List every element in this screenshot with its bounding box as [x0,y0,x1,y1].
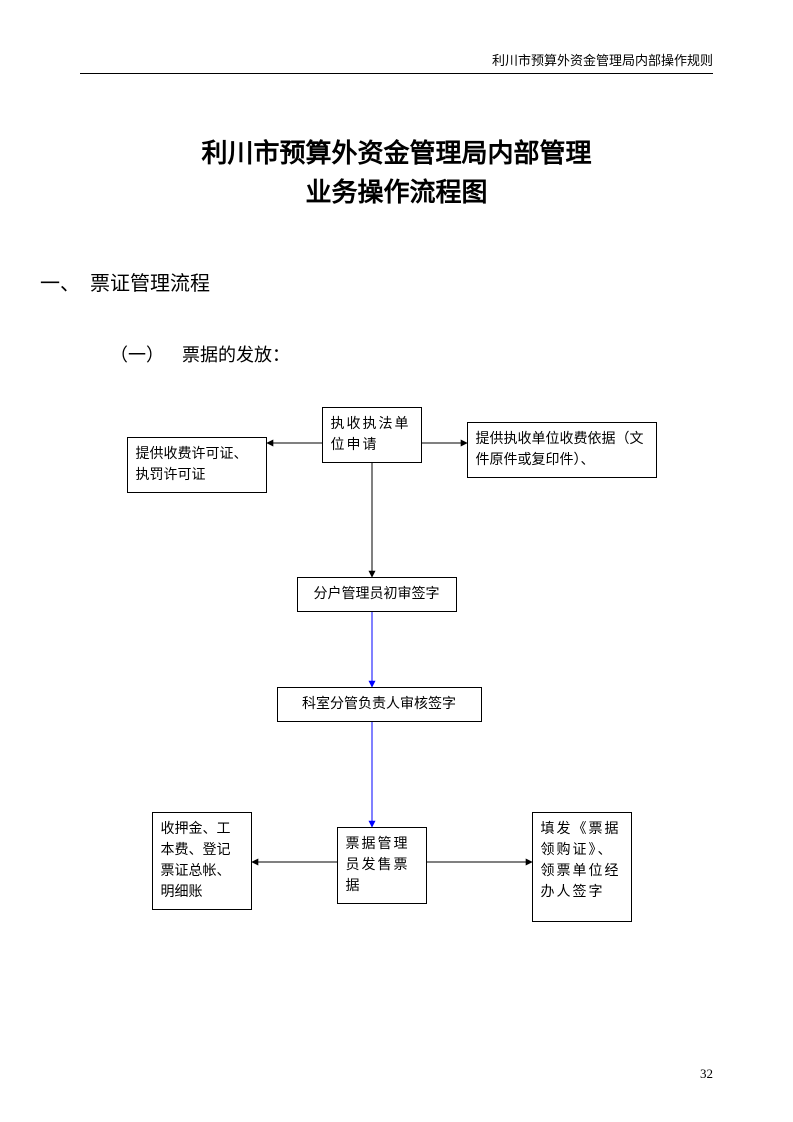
subsection-label: 票据的发放： [182,345,290,365]
flow-node-n5: 科室分管负责人审核签字 [277,687,482,722]
header-doc-title: 利川市预算外资金管理局内部操作规则 [80,50,713,69]
flow-node-n3: 提供执收单位收费依据（文件原件或复印件）、 [467,422,657,478]
main-title: 利川市预算外资金管理局内部管理 业务操作流程图 [80,134,713,212]
flow-node-n8: 填发《票据领购证》、领票单位经办人签字 [532,812,632,922]
flow-node-n6: 票据管理员发售票据 [337,827,427,904]
page: 利川市预算外资金管理局内部操作规则 利川市预算外资金管理局内部管理 业务操作流程… [0,0,793,1122]
subsection-heading: （一） 票据的发放： [110,341,713,367]
title-line-1: 利川市预算外资金管理局内部管理 [80,134,713,173]
flowchart: 执收执法单位申请提供收费许可证、执罚许可证 提供执收单位收费依据（文件原件或复印件… [87,407,707,1007]
title-line-2: 业务操作流程图 [80,173,713,212]
flow-node-n2: 提供收费许可证、执罚许可证 [127,437,267,493]
section-heading: 一、 票证管理流程 [40,267,713,296]
section-label: 票证管理流程 [90,273,210,295]
flow-node-n1: 执收执法单位申请 [322,407,422,463]
subsection-num: （一） [110,345,164,365]
section-num: 一、 [40,273,80,295]
flow-node-n4: 分户管理员初审签字 [297,577,457,612]
flow-node-n7: 收押金、工本费、登记票证总帐、明细账 [152,812,252,910]
page-number: 32 [700,1066,713,1082]
header-rule [80,73,713,74]
